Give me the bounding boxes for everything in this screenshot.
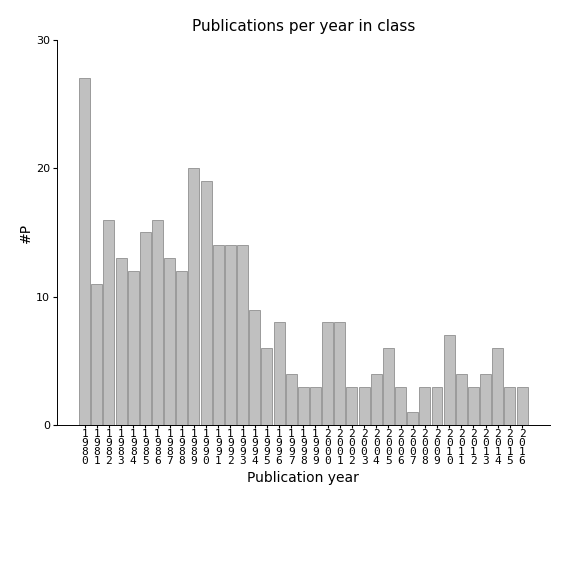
Bar: [140, 232, 151, 425]
Bar: [444, 335, 455, 425]
Bar: [322, 323, 333, 425]
Bar: [249, 310, 260, 425]
Bar: [273, 323, 285, 425]
Bar: [371, 374, 382, 425]
Bar: [346, 387, 357, 425]
Bar: [201, 181, 211, 425]
Bar: [431, 387, 442, 425]
Bar: [505, 387, 515, 425]
Bar: [286, 374, 297, 425]
Bar: [335, 323, 345, 425]
Title: Publications per year in class: Publications per year in class: [192, 19, 415, 35]
Bar: [456, 374, 467, 425]
Bar: [261, 348, 272, 425]
Bar: [237, 246, 248, 425]
Bar: [492, 348, 503, 425]
Bar: [103, 219, 115, 425]
Bar: [188, 168, 200, 425]
Bar: [468, 387, 479, 425]
Bar: [359, 387, 370, 425]
Bar: [420, 387, 430, 425]
Bar: [480, 374, 491, 425]
Bar: [517, 387, 527, 425]
Bar: [79, 78, 90, 425]
Bar: [407, 412, 418, 425]
Bar: [152, 219, 163, 425]
X-axis label: Publication year: Publication year: [247, 471, 359, 485]
Y-axis label: #P: #P: [19, 222, 33, 243]
Bar: [164, 258, 175, 425]
Bar: [310, 387, 321, 425]
Bar: [116, 258, 126, 425]
Bar: [128, 271, 139, 425]
Bar: [91, 284, 102, 425]
Bar: [383, 348, 394, 425]
Bar: [176, 271, 187, 425]
Bar: [298, 387, 309, 425]
Bar: [213, 246, 224, 425]
Bar: [225, 246, 236, 425]
Bar: [395, 387, 406, 425]
